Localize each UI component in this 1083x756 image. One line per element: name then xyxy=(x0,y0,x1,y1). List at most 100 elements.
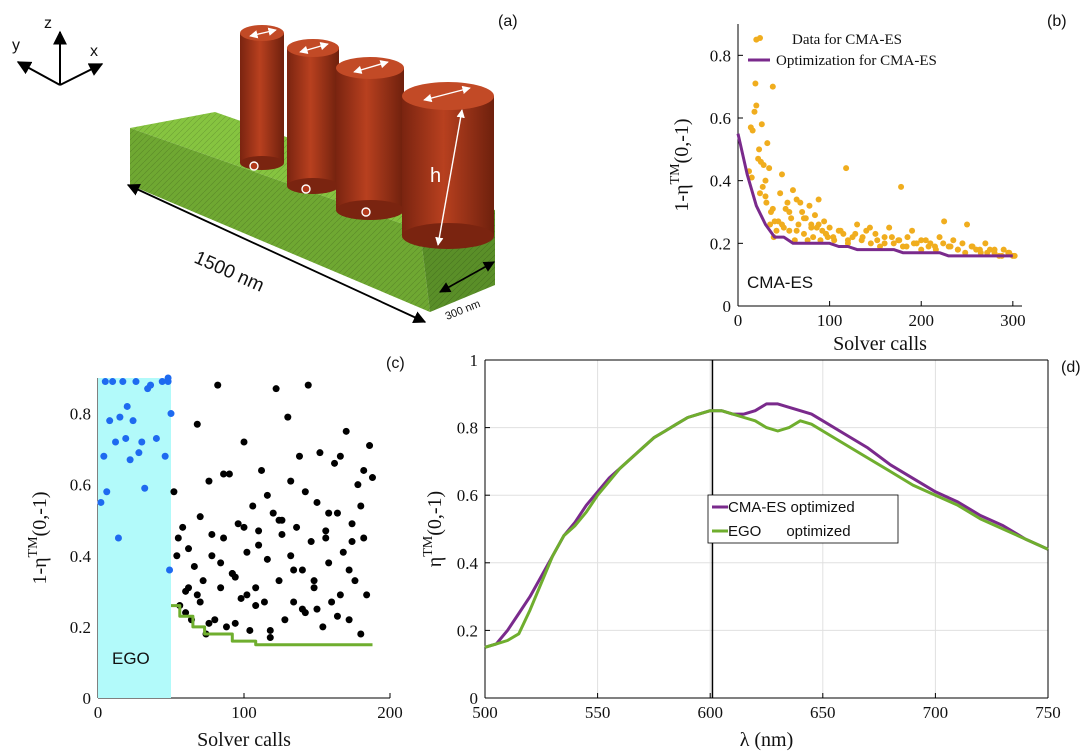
data-point xyxy=(158,378,166,386)
data-point xyxy=(122,434,130,442)
data-point xyxy=(240,438,248,446)
data-point xyxy=(351,577,359,585)
data-point xyxy=(799,209,806,215)
data-point xyxy=(304,381,312,389)
data-point xyxy=(290,566,298,574)
data-point xyxy=(844,237,851,244)
data-point xyxy=(918,246,925,253)
data-point xyxy=(217,584,225,592)
data-point xyxy=(867,240,874,247)
data-point xyxy=(808,224,815,231)
panel-b-annotation: CMA-ES xyxy=(747,273,813,292)
data-point xyxy=(800,215,807,222)
data-point xyxy=(764,140,771,147)
data-point xyxy=(756,190,763,197)
data-point xyxy=(173,552,181,560)
data-point xyxy=(784,199,791,206)
data-point xyxy=(293,523,301,531)
data-point xyxy=(252,584,260,592)
data-point xyxy=(316,449,324,457)
y-tick-label: 0.8 xyxy=(70,405,91,424)
shaded-region xyxy=(98,378,171,698)
data-point xyxy=(328,598,336,606)
data-point xyxy=(748,174,755,181)
data-point xyxy=(199,577,207,585)
data-point xyxy=(228,570,236,578)
data-point xyxy=(97,498,105,506)
height-label: h xyxy=(430,165,441,187)
x-tick-label: 300 xyxy=(1000,311,1026,330)
data-point xyxy=(185,584,193,592)
x-tick-label: 0 xyxy=(94,703,103,722)
y-tick-label: 0 xyxy=(470,689,479,708)
data-point xyxy=(234,520,242,528)
data-point xyxy=(925,243,932,250)
axes-triad: z y x xyxy=(12,15,104,86)
x-tick-label: 600 xyxy=(697,703,723,722)
data-point xyxy=(788,215,795,222)
data-point xyxy=(217,559,225,567)
nanorod-3 xyxy=(336,57,404,220)
data-point xyxy=(141,484,149,492)
data-point xyxy=(342,427,350,435)
data-point xyxy=(936,234,943,241)
data-point xyxy=(881,234,888,241)
data-point xyxy=(804,237,811,244)
data-point xyxy=(258,466,266,474)
data-point xyxy=(363,591,371,599)
svg-text:1-ηTM(0,-1): 1-ηTM(0,-1) xyxy=(26,491,51,584)
data-point xyxy=(991,246,998,253)
data-point xyxy=(778,221,785,228)
x-tick-label: 500 xyxy=(472,703,498,722)
data-point xyxy=(336,591,344,599)
data-point xyxy=(757,158,764,165)
data-point xyxy=(345,566,353,574)
data-point xyxy=(800,230,807,237)
panel-d-legend: CMA-ES optimized EGO optimized xyxy=(707,494,899,544)
data-point xyxy=(964,221,971,228)
data-point xyxy=(940,240,947,247)
data-point xyxy=(179,523,187,531)
panel-c-annotation: EGO xyxy=(112,649,150,668)
y-tick-label: 0 xyxy=(83,689,92,708)
data-point xyxy=(982,240,989,247)
data-point xyxy=(123,402,131,410)
data-point xyxy=(129,417,137,425)
data-point xyxy=(789,187,796,194)
data-point xyxy=(766,165,773,172)
data-point xyxy=(843,165,850,172)
data-point xyxy=(357,630,365,638)
data-point xyxy=(196,513,204,521)
data-point xyxy=(877,243,883,250)
data-point xyxy=(208,530,216,538)
nanorod-2 xyxy=(287,39,339,194)
data-point xyxy=(759,183,766,190)
data-point xyxy=(126,456,134,464)
data-point xyxy=(249,502,257,510)
data-point xyxy=(762,193,769,200)
data-point xyxy=(360,466,368,474)
data-point xyxy=(903,243,910,250)
data-point xyxy=(147,381,155,389)
data-point xyxy=(190,562,198,570)
data-point xyxy=(322,527,330,535)
data-point xyxy=(866,224,873,231)
data-point xyxy=(196,598,204,606)
data-point xyxy=(769,205,776,212)
data-point xyxy=(193,420,201,428)
data-point xyxy=(872,230,879,237)
data-point xyxy=(114,534,122,542)
data-point xyxy=(348,538,356,546)
data-point xyxy=(255,541,263,549)
data-point xyxy=(310,584,318,592)
data-point xyxy=(786,227,793,234)
data-point xyxy=(325,509,333,517)
data-point xyxy=(959,240,966,247)
data-point xyxy=(269,509,277,517)
series-points-0 xyxy=(97,374,175,574)
data-point xyxy=(767,221,774,228)
y-tick-label: 0.6 xyxy=(70,476,91,495)
data-point xyxy=(222,623,230,631)
panel-a-illustration: (a) z y x xyxy=(12,13,518,323)
